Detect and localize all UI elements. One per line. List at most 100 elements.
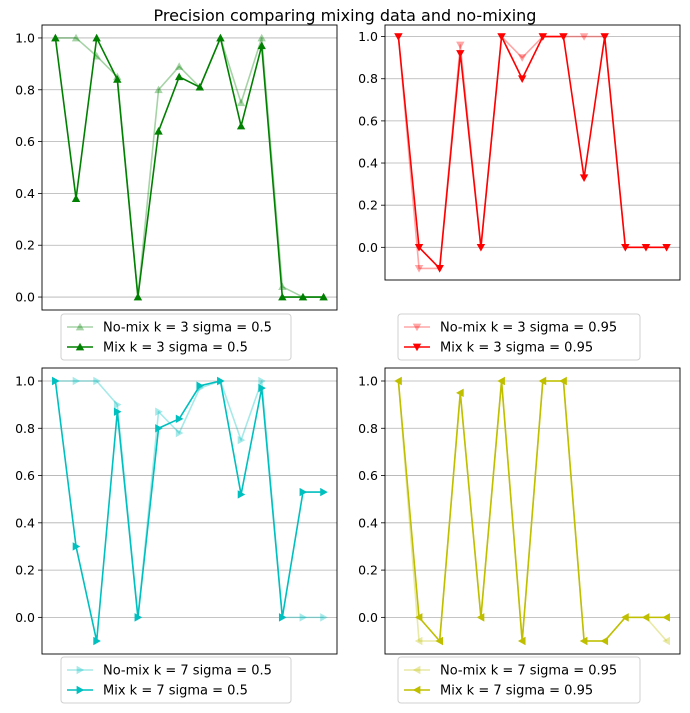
legend-label: No-mix k = 7 sigma = 0.5 <box>103 664 272 679</box>
legend-marker <box>76 685 85 695</box>
series-line-mix <box>54 37 324 298</box>
data-point-mix <box>476 613 485 622</box>
y-tick-label: 1.0 <box>358 374 378 389</box>
legend-marker <box>75 322 85 331</box>
legend-marker <box>412 665 421 675</box>
legend-top-right: No-mix k = 3 sigma = 0.95 Mix k = 3 sigma… <box>397 313 641 361</box>
data-point-mix <box>559 33 568 41</box>
legend-box <box>60 313 292 361</box>
y-tick-label: 0.8 <box>358 421 378 436</box>
data-point-mix <box>195 82 205 91</box>
legend-marker <box>76 665 85 675</box>
data-point-mix <box>175 414 184 424</box>
axes-frame <box>384 24 681 281</box>
data-point-no-mix <box>257 33 266 42</box>
series-line-mix <box>54 380 324 642</box>
data-point-mix <box>497 376 505 386</box>
data-point-mix <box>133 292 143 301</box>
data-point-mix <box>414 243 424 252</box>
y-tick-label: 0.8 <box>15 421 35 436</box>
legend-bottom-left: No-mix k = 7 sigma = 0.5 Mix k = 7 sigma … <box>60 656 292 704</box>
legend-label: Mix k = 7 sigma = 0.5 <box>103 684 248 699</box>
y-tick-label: 0.6 <box>15 134 35 149</box>
legend-label: Mix k = 3 sigma = 0.5 <box>103 341 248 356</box>
y-tick-label: 0.2 <box>15 238 35 253</box>
data-point-mix <box>517 75 527 83</box>
legend-label: No-mix k = 3 sigma = 0.95 <box>440 321 617 336</box>
data-point-mix <box>456 50 465 58</box>
data-point-mix <box>621 243 630 252</box>
data-point-mix <box>113 407 122 416</box>
y-tick-label: 0.0 <box>358 610 378 625</box>
y-tick-label: 0.2 <box>15 563 35 578</box>
data-point-mix <box>456 388 464 398</box>
data-point-mix <box>641 613 650 622</box>
data-point-mix <box>497 33 506 41</box>
data-point-mix <box>476 243 486 252</box>
series-line-no-mix <box>55 37 324 298</box>
data-point-mix <box>394 33 403 41</box>
data-point-mix <box>258 383 266 393</box>
data-point-no-mix <box>237 435 246 445</box>
data-point-no-mix <box>517 54 527 62</box>
legend-bottom-right: No-mix k = 7 sigma = 0.95 Mix k = 7 sigma… <box>397 656 641 704</box>
data-point-mix <box>414 613 423 622</box>
data-point-no-mix <box>456 41 465 50</box>
data-point-mix <box>662 613 670 622</box>
data-point-no-mix <box>154 85 163 94</box>
legend-label: No-mix k = 3 sigma = 0.5 <box>103 321 272 336</box>
series-line-no-mix <box>397 35 667 270</box>
legend-marker <box>412 343 422 352</box>
y-tick-label: 0.0 <box>358 240 378 255</box>
data-point-mix <box>278 292 287 301</box>
legend-label: Mix k = 3 sigma = 0.95 <box>440 341 593 356</box>
legend-box <box>397 656 641 704</box>
data-point-mix <box>155 424 163 433</box>
data-point-mix <box>278 613 287 622</box>
data-point-mix <box>236 121 246 130</box>
y-tick-label: 0.6 <box>15 468 35 483</box>
data-point-no-mix <box>579 33 589 41</box>
data-point-mix <box>435 636 444 646</box>
y-tick-label: 0.8 <box>358 71 378 86</box>
data-point-mix <box>299 487 308 497</box>
y-tick-label: 0.4 <box>15 515 35 530</box>
subplot-bottom-right: 0.0 0.2 0.4 0.6 0.8 1.0 No-mix k = 7 sigma = 0… <box>358 367 681 704</box>
data-point-mix <box>298 292 308 301</box>
data-point-no-mix <box>155 407 163 416</box>
data-point-no-mix <box>414 636 423 646</box>
data-point-mix <box>154 127 163 135</box>
y-tick-label: 1.0 <box>15 30 35 45</box>
data-point-mix <box>538 376 547 386</box>
y-tick-label: 0.0 <box>15 610 35 625</box>
data-point-mix <box>257 41 266 50</box>
y-tick-label: 1.0 <box>358 29 378 44</box>
data-point-mix <box>600 33 609 41</box>
series-line-mix <box>397 380 667 642</box>
data-point-no-mix <box>71 33 81 42</box>
subplot-top-left: 0.0 0.2 0.4 0.6 0.8 1.0 No-mix k = 3 sigma = 0… <box>15 24 338 361</box>
data-point-mix <box>72 542 81 551</box>
data-point-no-mix <box>72 376 81 386</box>
data-point-mix <box>71 194 81 202</box>
data-point-mix <box>600 636 609 646</box>
y-tick-label: 0.6 <box>358 113 378 128</box>
data-point-no-mix <box>258 376 266 386</box>
legend-box <box>397 313 641 361</box>
data-point-no-mix <box>175 428 184 438</box>
data-point-mix <box>216 33 225 42</box>
data-point-no-mix <box>662 636 670 646</box>
legend-label: No-mix k = 7 sigma = 0.95 <box>440 664 617 679</box>
data-point-mix <box>394 376 402 386</box>
data-point-mix <box>237 490 246 499</box>
data-point-mix <box>538 33 548 41</box>
data-point-no-mix <box>320 613 328 622</box>
data-point-mix <box>52 376 60 386</box>
data-point-no-mix <box>299 613 308 622</box>
axes-frame <box>41 367 338 655</box>
legend-marker <box>412 323 422 332</box>
data-point-mix <box>621 613 629 622</box>
legend-marker <box>412 685 421 695</box>
